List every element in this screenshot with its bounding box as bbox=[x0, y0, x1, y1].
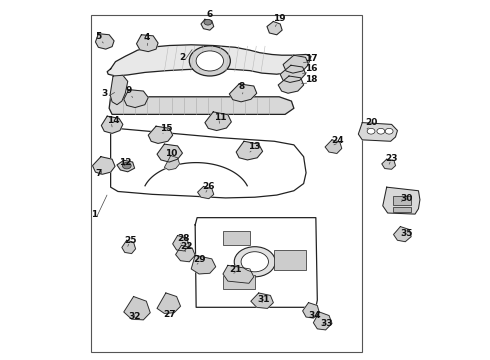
Polygon shape bbox=[278, 76, 304, 93]
Text: 35: 35 bbox=[400, 229, 413, 238]
Text: 20: 20 bbox=[366, 118, 378, 127]
Text: 21: 21 bbox=[229, 265, 242, 274]
Polygon shape bbox=[267, 22, 282, 35]
Circle shape bbox=[367, 129, 375, 134]
Text: 33: 33 bbox=[320, 319, 333, 328]
Text: 16: 16 bbox=[305, 64, 317, 73]
Polygon shape bbox=[175, 245, 195, 262]
Polygon shape bbox=[393, 226, 411, 242]
Text: 10: 10 bbox=[165, 149, 178, 158]
Bar bbox=[223, 231, 250, 244]
Polygon shape bbox=[124, 297, 150, 320]
Polygon shape bbox=[148, 126, 172, 143]
Text: 31: 31 bbox=[257, 295, 270, 304]
Text: 13: 13 bbox=[248, 141, 261, 150]
Circle shape bbox=[189, 46, 230, 76]
Bar bbox=[392, 196, 411, 205]
Polygon shape bbox=[201, 19, 214, 30]
Polygon shape bbox=[236, 141, 263, 160]
Polygon shape bbox=[101, 116, 123, 134]
Circle shape bbox=[377, 129, 385, 134]
Polygon shape bbox=[96, 34, 114, 49]
Polygon shape bbox=[197, 186, 214, 199]
Polygon shape bbox=[314, 312, 332, 330]
Text: 3: 3 bbox=[102, 89, 108, 98]
Circle shape bbox=[385, 129, 393, 134]
Circle shape bbox=[234, 247, 275, 277]
Polygon shape bbox=[157, 293, 180, 314]
Text: 27: 27 bbox=[163, 310, 175, 319]
Polygon shape bbox=[157, 144, 182, 162]
Text: 1: 1 bbox=[91, 211, 98, 220]
Text: 6: 6 bbox=[207, 10, 213, 19]
Text: 4: 4 bbox=[144, 32, 150, 41]
Circle shape bbox=[204, 19, 212, 25]
Polygon shape bbox=[205, 112, 231, 131]
Polygon shape bbox=[117, 160, 135, 172]
Polygon shape bbox=[280, 65, 306, 82]
Polygon shape bbox=[382, 159, 395, 169]
Text: 34: 34 bbox=[309, 311, 321, 320]
Polygon shape bbox=[137, 35, 158, 51]
Polygon shape bbox=[109, 97, 294, 114]
Polygon shape bbox=[124, 90, 148, 108]
Bar bbox=[91, 15, 362, 352]
Polygon shape bbox=[191, 255, 216, 274]
Circle shape bbox=[241, 252, 269, 272]
Polygon shape bbox=[383, 187, 420, 214]
Text: 12: 12 bbox=[119, 158, 131, 167]
Bar bbox=[274, 250, 306, 270]
Bar bbox=[223, 275, 255, 289]
Polygon shape bbox=[283, 55, 309, 73]
Text: 7: 7 bbox=[96, 169, 102, 178]
Text: 9: 9 bbox=[125, 86, 132, 95]
Polygon shape bbox=[110, 75, 128, 105]
Text: 29: 29 bbox=[193, 255, 206, 264]
Text: 17: 17 bbox=[305, 54, 317, 63]
Polygon shape bbox=[122, 240, 136, 253]
Bar bbox=[392, 207, 411, 212]
Text: 32: 32 bbox=[129, 312, 141, 321]
Text: 25: 25 bbox=[124, 236, 136, 245]
Text: 28: 28 bbox=[177, 234, 190, 243]
Text: 19: 19 bbox=[273, 14, 286, 23]
Text: 5: 5 bbox=[96, 32, 102, 41]
Text: 18: 18 bbox=[305, 75, 317, 84]
Text: 11: 11 bbox=[214, 113, 227, 122]
Polygon shape bbox=[229, 84, 257, 102]
Text: 14: 14 bbox=[107, 117, 120, 126]
Circle shape bbox=[122, 162, 131, 169]
Polygon shape bbox=[325, 140, 342, 153]
Circle shape bbox=[196, 51, 223, 71]
Polygon shape bbox=[172, 235, 189, 251]
Polygon shape bbox=[251, 293, 273, 309]
Text: 2: 2 bbox=[179, 53, 185, 62]
Text: 24: 24 bbox=[331, 136, 344, 145]
Text: 8: 8 bbox=[239, 82, 245, 91]
Polygon shape bbox=[303, 303, 319, 318]
Text: 15: 15 bbox=[160, 124, 173, 133]
Text: 30: 30 bbox=[400, 194, 412, 203]
Text: 22: 22 bbox=[180, 242, 193, 251]
Polygon shape bbox=[358, 123, 397, 141]
Polygon shape bbox=[223, 265, 254, 283]
Polygon shape bbox=[107, 45, 311, 76]
Text: 26: 26 bbox=[202, 183, 215, 192]
Polygon shape bbox=[93, 157, 115, 174]
Polygon shape bbox=[164, 156, 179, 170]
Text: 23: 23 bbox=[385, 154, 398, 163]
